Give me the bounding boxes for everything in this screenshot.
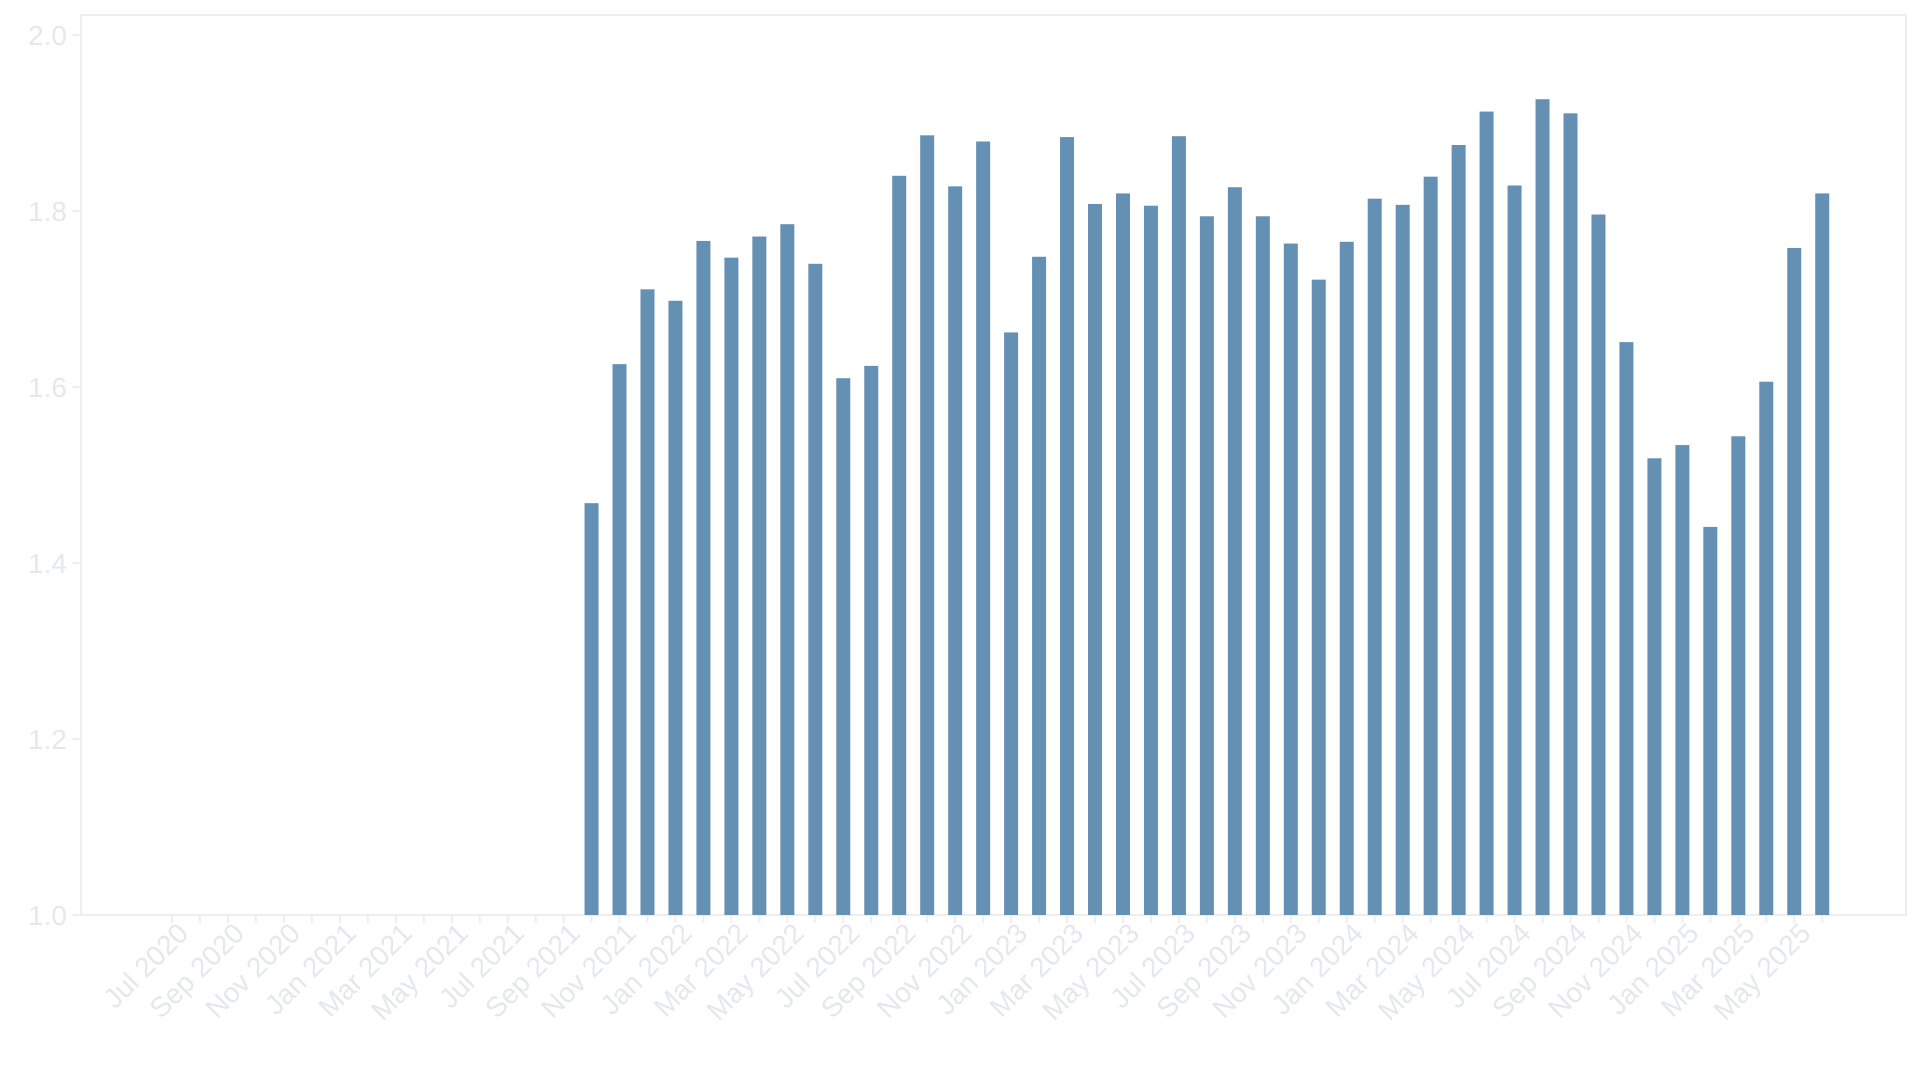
bar xyxy=(1311,279,1326,915)
y-tick-label: 1.4 xyxy=(28,548,67,579)
bar-series xyxy=(584,99,1830,916)
bar xyxy=(1088,203,1103,915)
bar xyxy=(1032,256,1047,915)
y-tick-label: 2.0 xyxy=(28,20,67,51)
y-tick-label: 1.6 xyxy=(28,372,67,403)
bar xyxy=(976,141,991,916)
bar xyxy=(1451,145,1466,915)
y-tick-label: 1.2 xyxy=(28,724,67,755)
bar xyxy=(1759,381,1774,916)
bar xyxy=(1367,198,1382,915)
bar xyxy=(1395,204,1410,916)
bar xyxy=(1731,436,1746,915)
bar xyxy=(1675,445,1690,915)
bar xyxy=(1591,214,1606,915)
bar xyxy=(1479,111,1494,915)
bar xyxy=(1060,137,1075,915)
y-axis: 1.0 1.2 1.4 1.6 1.8 2.0 xyxy=(28,20,81,931)
plot-frame xyxy=(80,14,1907,916)
bar xyxy=(836,378,851,915)
bar xyxy=(584,503,599,915)
bar xyxy=(1115,193,1130,915)
bar xyxy=(1507,185,1522,916)
bar xyxy=(640,289,655,915)
bar xyxy=(1143,205,1158,916)
bar xyxy=(1815,193,1830,915)
bar xyxy=(696,240,711,916)
bar xyxy=(920,135,935,915)
bar xyxy=(724,257,739,915)
bar xyxy=(864,365,879,915)
bar xyxy=(1535,99,1550,916)
bar xyxy=(780,224,795,915)
bar xyxy=(1703,526,1718,915)
bar xyxy=(808,263,823,915)
bar xyxy=(1199,216,1214,915)
y-tick-label: 1.8 xyxy=(28,196,67,227)
bar xyxy=(1339,241,1354,916)
bar xyxy=(1563,113,1578,915)
bar xyxy=(752,236,767,915)
y-tick-label: 1.0 xyxy=(28,900,67,931)
bar xyxy=(1004,332,1019,915)
bar xyxy=(1283,243,1298,915)
bar xyxy=(612,364,627,915)
bar xyxy=(1255,216,1270,915)
bar xyxy=(668,300,683,915)
bar xyxy=(1647,458,1662,915)
bar xyxy=(1423,176,1438,915)
bar xyxy=(1619,342,1634,915)
bar xyxy=(892,175,907,916)
bar xyxy=(1787,247,1802,915)
bar xyxy=(1227,187,1242,916)
bar xyxy=(1171,136,1186,915)
bar xyxy=(948,186,963,916)
